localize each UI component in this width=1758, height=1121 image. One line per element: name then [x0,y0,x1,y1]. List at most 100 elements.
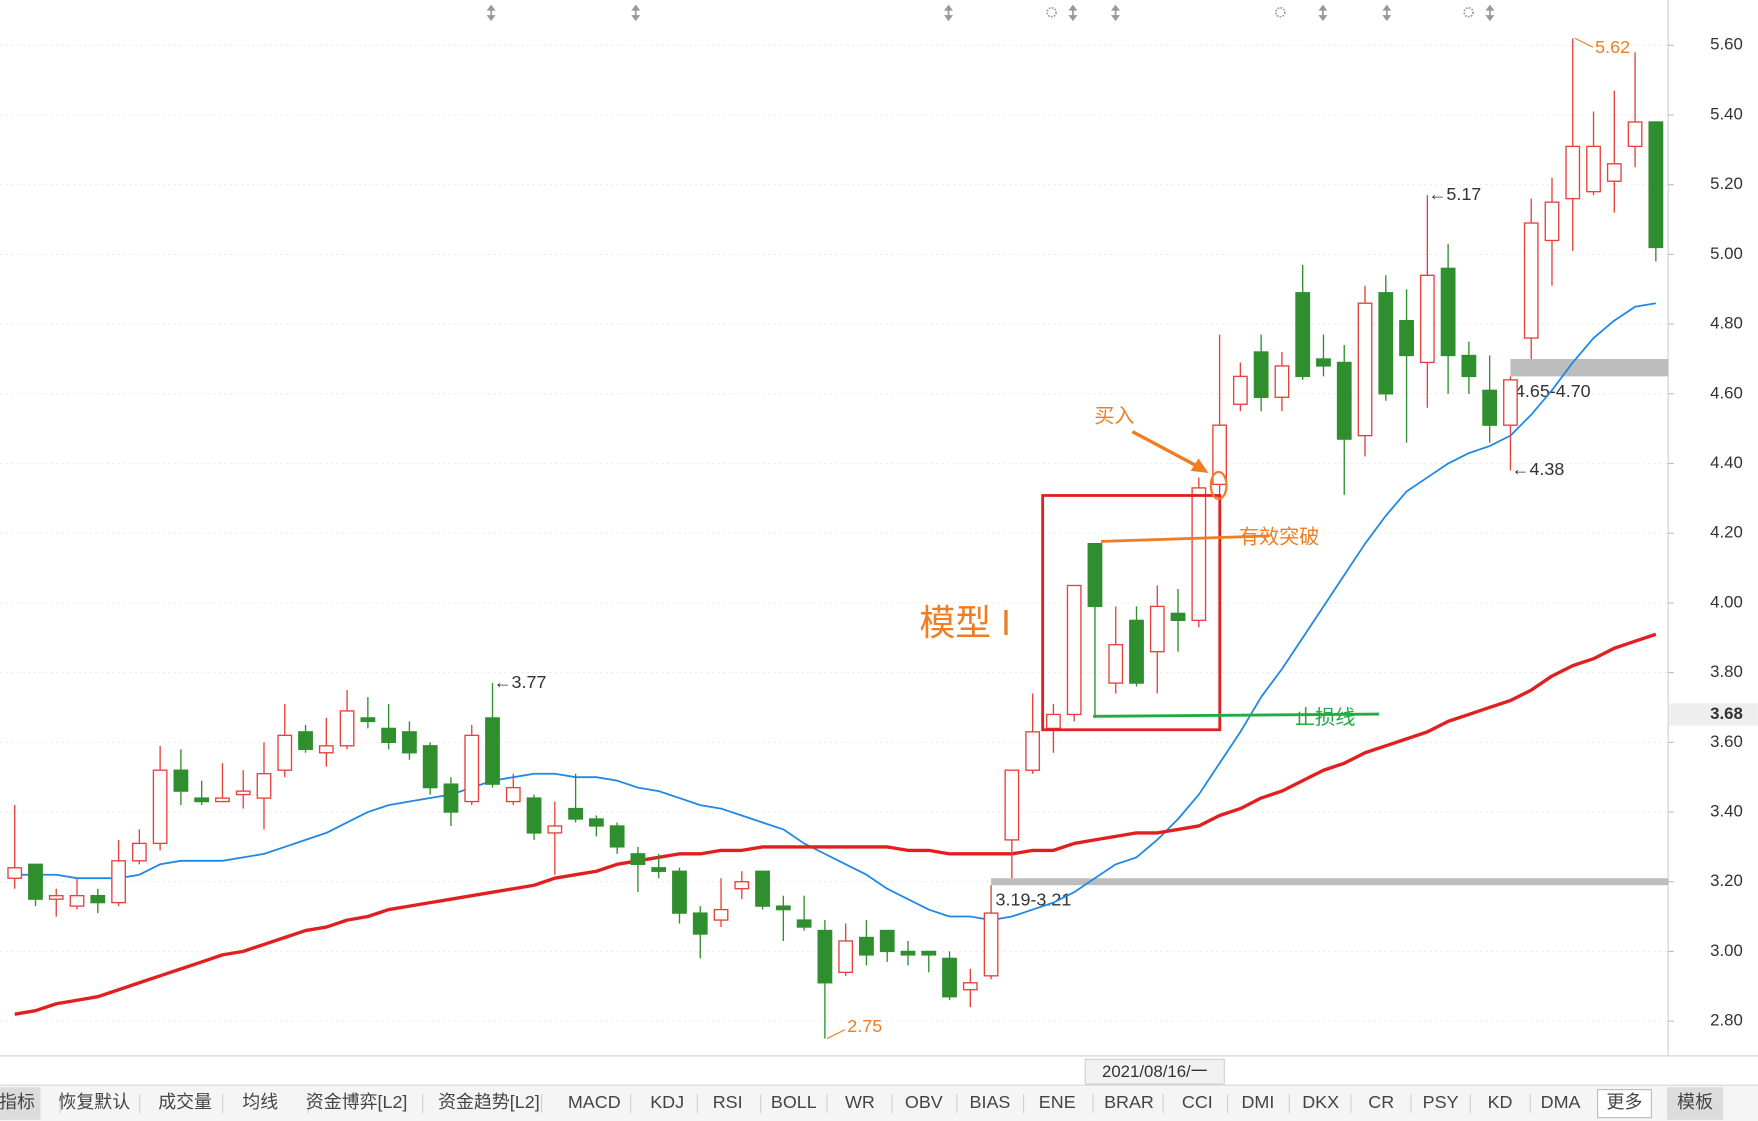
candle-body [1336,361,1352,440]
event-marker-head [1318,15,1328,22]
candle-body [1648,121,1664,249]
tab[interactable]: CCI [1182,1092,1213,1112]
tab[interactable]: CR [1368,1092,1394,1112]
gap-label: 4.65-4.70 [1515,381,1591,401]
candle-body [713,908,729,921]
tab[interactable]: DMA [1541,1092,1581,1112]
candle-body [942,957,957,998]
tab[interactable]: ENE [1039,1092,1076,1112]
tab[interactable]: BOLL [771,1092,817,1112]
y-tick-label: 4.80 [1710,314,1743,333]
candle-body [1149,605,1165,653]
candle-body [152,769,168,845]
tab[interactable]: 指标 [0,1092,35,1112]
tab[interactable]: 恢复默认 [58,1092,130,1112]
stop-loss-line [1093,712,1379,718]
candle-body [1066,584,1082,716]
gap-zones: 3.19-3.21 4.65-4.70 [991,358,1669,910]
event-marker-head [631,4,641,11]
tab-bg [1667,1087,1724,1120]
grid: 2.80 3.00 3.20 3.40 3.60 3.80 4.00 4.20 4.40 4.60… [0,35,1743,1030]
moving-average [14,632,1657,1016]
candle-body [318,745,334,754]
candle-body [921,950,937,956]
candle-body [235,790,251,796]
moving-average [14,302,1657,922]
candle-body [1108,644,1124,684]
candle-body [817,929,833,984]
y-tick-label: 5.40 [1710,104,1743,123]
breakout-line [1100,534,1270,543]
tab[interactable]: 成交量 [158,1092,212,1112]
candle-body [1316,358,1331,367]
tab[interactable]: PSY [1423,1092,1459,1112]
tab[interactable]: 更多 [1607,1092,1643,1112]
price-mark: ←4.38 [1512,459,1565,479]
candle-body [1004,769,1020,841]
candle-body [879,929,895,953]
candle-body [1253,351,1269,398]
candle-body [1627,121,1643,148]
candle-body [775,905,791,911]
event-markers [486,4,1495,22]
candle-body [360,717,376,723]
candle-body [1482,389,1498,426]
tab[interactable]: 模板 [1677,1092,1713,1112]
candle-body [194,797,210,803]
event-marker-head [486,15,496,22]
price-mark: ←5.17 [1428,184,1481,204]
candle-body [983,912,999,977]
candle-body [1046,713,1061,730]
buy-arrow [1131,430,1201,469]
price-marks: ←3.77 2.75 ←5.17 ←4.38 5.62 [494,37,1630,1040]
candle-body [173,769,189,792]
candle-body [402,731,417,754]
price-mark-arrow [826,1029,846,1040]
tab[interactable]: WR [845,1092,875,1112]
candle-body [1461,354,1477,378]
y-tick-label: 2.80 [1710,1011,1743,1030]
candle-body [859,936,874,956]
tab[interactable]: 均线 [242,1092,278,1112]
tab[interactable]: DMI [1241,1092,1274,1112]
candle-body [422,745,438,789]
event-marker-star [1274,7,1286,18]
tab[interactable]: RSI [713,1092,743,1112]
tab[interactable]: OBV [905,1092,943,1112]
tab-bg [0,1087,41,1120]
tab-bg [1597,1089,1652,1119]
candle-body [256,773,272,799]
candle-body [1295,292,1311,378]
candle-body [381,727,397,743]
candle-body [1378,292,1394,395]
candle-body [277,734,293,771]
tab[interactable]: 资金博弈[L2] [306,1092,408,1112]
candle-body [1170,612,1186,622]
event-marker-head [1485,15,1495,22]
tab[interactable]: KDJ [650,1092,684,1112]
candle-body [1357,302,1373,437]
candle-body [1274,365,1290,398]
gap-zone [1510,358,1669,377]
tab[interactable]: BIAS [970,1092,1011,1112]
event-marker-head [1068,4,1078,11]
tab[interactable]: KD [1488,1092,1513,1112]
tab[interactable]: 资金趋势[L2] [438,1092,540,1112]
candle-body [1503,379,1518,426]
event-marker-head [1318,4,1328,11]
tab[interactable]: MACD [568,1092,621,1112]
tab[interactable]: BRAR [1104,1092,1154,1112]
candle-body [131,842,147,862]
event-marker-head [944,4,953,11]
candle-body [755,870,770,907]
y-tick-label: 4.40 [1710,453,1743,472]
note-stop-loss: 止损线 [1295,706,1355,729]
candle-body [464,734,480,803]
tab[interactable]: DKX [1302,1092,1339,1112]
y-tick-label: 3.80 [1710,662,1743,681]
y-tick-label: 4.00 [1710,592,1743,611]
candle-body [339,710,355,747]
candle-body [962,982,978,991]
